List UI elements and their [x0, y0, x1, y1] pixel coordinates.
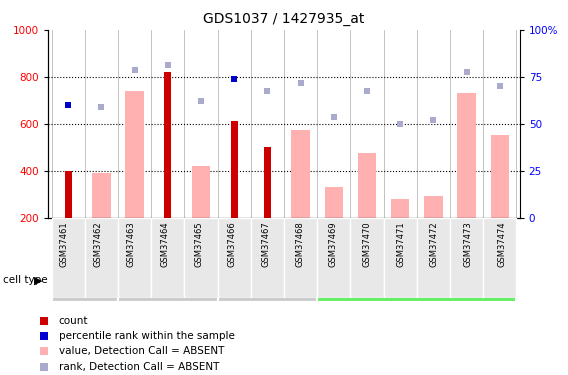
- Bar: [317, 217, 350, 298]
- Text: GSM37465: GSM37465: [194, 221, 203, 267]
- Bar: [424, 196, 442, 217]
- Bar: [251, 217, 284, 298]
- Bar: [284, 217, 317, 298]
- Bar: [185, 217, 218, 298]
- Bar: [231, 122, 238, 218]
- Text: CD45- side
population: CD45- side population: [241, 270, 294, 291]
- Bar: [218, 259, 317, 302]
- Text: GSM37466: GSM37466: [228, 221, 237, 267]
- Bar: [92, 173, 111, 217]
- Text: GSM37471: GSM37471: [396, 221, 405, 267]
- Bar: [457, 93, 476, 218]
- Bar: [450, 217, 483, 298]
- Bar: [118, 259, 218, 302]
- Bar: [491, 135, 509, 218]
- Bar: [52, 259, 118, 302]
- Text: value, Detection Call = ABSENT: value, Detection Call = ABSENT: [59, 346, 224, 357]
- Text: GSM37472: GSM37472: [430, 221, 439, 267]
- Bar: [325, 187, 343, 218]
- Text: GSM37461: GSM37461: [60, 221, 69, 267]
- Text: CD45+ side population: CD45+ side population: [360, 275, 473, 285]
- Bar: [52, 217, 85, 298]
- Bar: [164, 72, 172, 217]
- Text: GSM37464: GSM37464: [161, 221, 169, 267]
- Bar: [192, 166, 210, 218]
- Text: GSM37474: GSM37474: [497, 221, 506, 267]
- Text: CD45- main
population: CD45- main population: [56, 270, 114, 291]
- Bar: [483, 217, 516, 298]
- Bar: [317, 259, 516, 302]
- Bar: [126, 91, 144, 218]
- Bar: [264, 147, 271, 218]
- Bar: [358, 153, 376, 218]
- Text: rank, Detection Call = ABSENT: rank, Detection Call = ABSENT: [59, 362, 219, 372]
- Text: GSM37468: GSM37468: [295, 221, 304, 267]
- Text: count: count: [59, 316, 88, 326]
- Text: ▶: ▶: [35, 275, 43, 285]
- Text: CD45+ main
population: CD45+ main population: [137, 270, 199, 291]
- Bar: [218, 217, 251, 298]
- Bar: [417, 217, 450, 298]
- Title: GDS1037 / 1427935_at: GDS1037 / 1427935_at: [203, 12, 365, 26]
- Bar: [118, 217, 151, 298]
- Bar: [85, 217, 118, 298]
- Bar: [65, 171, 72, 217]
- Bar: [391, 199, 410, 217]
- Text: GSM37463: GSM37463: [127, 221, 136, 267]
- Bar: [151, 217, 185, 298]
- Bar: [350, 217, 383, 298]
- Bar: [291, 130, 310, 218]
- Text: GSM37473: GSM37473: [463, 221, 473, 267]
- Bar: [383, 217, 417, 298]
- Text: GSM37462: GSM37462: [93, 221, 102, 267]
- Text: GSM37470: GSM37470: [362, 221, 371, 267]
- Text: GSM37467: GSM37467: [261, 221, 270, 267]
- Text: percentile rank within the sample: percentile rank within the sample: [59, 331, 235, 341]
- Text: GSM37469: GSM37469: [329, 221, 338, 267]
- Text: cell type: cell type: [3, 275, 48, 285]
